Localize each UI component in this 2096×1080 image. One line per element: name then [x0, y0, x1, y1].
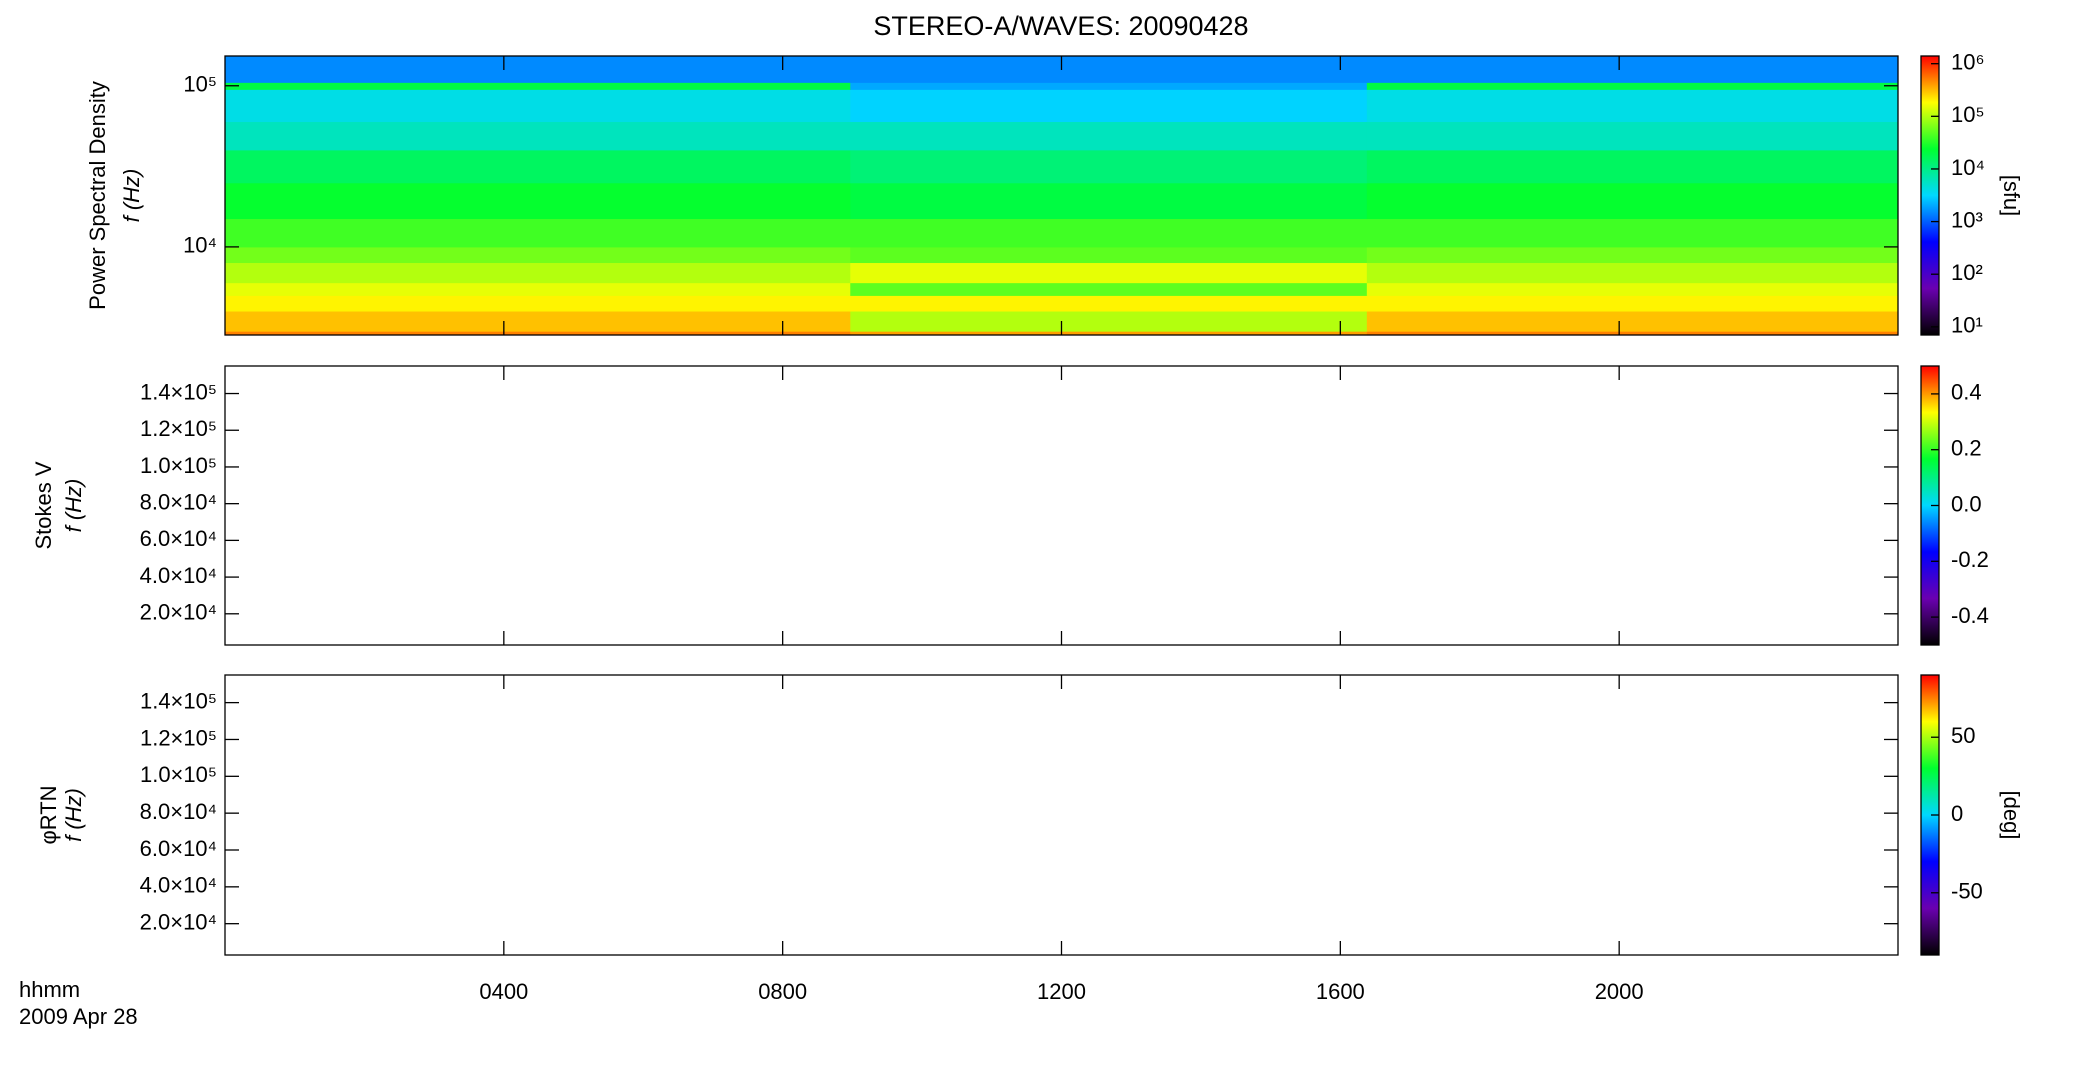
x-tick-label: 2000: [1595, 979, 1644, 1004]
heat-cell: [1366, 218, 1898, 248]
colorbar-tick-label: 50: [1951, 723, 1975, 748]
colorbar-tick-label: -50: [1951, 879, 1983, 904]
colorbar: [1920, 55, 1940, 336]
colorbar-tick-label: 10⁵: [1951, 102, 1985, 127]
heat-cell: [225, 182, 851, 220]
heatmap: [225, 56, 1898, 335]
colorbar-tick-label: 10¹: [1951, 313, 1983, 338]
y-tick-label: 1.2×10⁵: [140, 416, 217, 441]
heat-cell: [1366, 182, 1898, 220]
heat-cell: [1366, 331, 1898, 335]
colorbar-tick-label: 0.2: [1951, 436, 1982, 461]
heat-cell: [1366, 262, 1898, 284]
y-axis-label: f (Hz): [61, 479, 86, 533]
heat-cell: [850, 331, 1368, 335]
y-axis-label: φRTN: [36, 785, 61, 844]
x-tick-label: 1600: [1316, 979, 1365, 1004]
y-tick-label: 1.2×10⁵: [140, 725, 217, 750]
heat-cell: [1366, 89, 1898, 123]
heat-cell: [1366, 82, 1898, 90]
y-tick-label: 2.0×10⁴: [140, 600, 217, 625]
chart-title: STEREO-A/WAVES: 20090428: [873, 11, 1248, 41]
heat-cell: [850, 282, 1368, 296]
heat-cell: [1366, 246, 1898, 264]
y-tick-label: 6.0×10⁴: [140, 526, 217, 551]
colorbar-label: [sfu]: [1999, 175, 2024, 217]
heat-cell: [850, 246, 1368, 264]
colorbar-label: [deg]: [1999, 791, 2024, 840]
heat-cell: [850, 82, 1368, 90]
heat-cell: [225, 149, 851, 184]
colorbar-tick-label: -0.2: [1951, 547, 1989, 572]
y-axis-label: Stokes V: [31, 461, 56, 549]
y-axis-label: f (Hz): [119, 169, 144, 223]
colorbar-tick-label: 10⁴: [1951, 155, 1985, 180]
heat-cell: [1366, 282, 1898, 296]
date-label: 2009 Apr 28: [19, 1004, 138, 1029]
heat-cell: [850, 262, 1368, 284]
heat-cell: [850, 56, 1368, 83]
heat-cell: [225, 295, 851, 312]
heat-cell: [225, 218, 851, 248]
y-tick-label: 10⁵: [183, 72, 217, 97]
colorbar-tick-label: -0.4: [1951, 603, 1989, 628]
x-tick-label: 0800: [758, 979, 807, 1004]
y-tick-label: 8.0×10⁴: [140, 489, 217, 514]
heat-cell: [850, 311, 1368, 332]
heat-cell: [225, 311, 851, 332]
colorbar-tick-label: 0.0: [1951, 491, 1982, 516]
heat-cell: [850, 121, 1368, 151]
heat-cell: [225, 246, 851, 264]
heat-cell: [225, 56, 851, 83]
y-tick-label: 2.0×10⁴: [140, 909, 217, 934]
y-tick-label: 8.0×10⁴: [140, 799, 217, 824]
heat-cell: [1366, 56, 1898, 83]
heat-cell: [1366, 121, 1898, 151]
y-tick-label: 1.4×10⁵: [140, 379, 217, 404]
heat-cell: [225, 121, 851, 151]
heat-cell: [225, 331, 851, 335]
colorbar-tick-label: 10³: [1951, 207, 1983, 232]
y-axis-label: Power Spectral Density: [85, 81, 110, 310]
x-tick-label: 1200: [1037, 979, 1086, 1004]
heat-cell: [850, 89, 1368, 123]
heat-cell: [1366, 295, 1898, 312]
y-tick-label: 6.0×10⁴: [140, 836, 217, 861]
heat-cell: [225, 82, 851, 90]
colorbar-tick-label: 10²: [1951, 260, 1983, 285]
y-tick-label: 1.4×10⁵: [140, 688, 217, 713]
heat-cell: [1366, 149, 1898, 184]
colorbar-tick-label: 0.4: [1951, 380, 1982, 405]
y-tick-label: 4.0×10⁴: [140, 873, 217, 898]
y-axis-label: f (Hz): [61, 788, 86, 842]
y-tick-label: 1.0×10⁵: [140, 453, 217, 478]
y-tick-label: 10⁴: [183, 233, 217, 258]
x-axis-label: hhmm: [19, 977, 80, 1002]
heat-cell: [225, 282, 851, 296]
colorbar-tick-label: 10⁶: [1951, 50, 1985, 75]
colorbar-tick-label: 0: [1951, 801, 1963, 826]
heat-cell: [850, 218, 1368, 248]
heat-cell: [225, 89, 851, 123]
y-tick-label: 4.0×10⁴: [140, 563, 217, 588]
heat-cell: [1366, 311, 1898, 332]
heat-cell: [850, 149, 1368, 184]
heat-cell: [850, 182, 1368, 220]
y-tick-label: 1.0×10⁵: [140, 762, 217, 787]
x-tick-label: 0400: [479, 979, 528, 1004]
heat-cell: [850, 295, 1368, 312]
heat-cell: [225, 262, 851, 284]
